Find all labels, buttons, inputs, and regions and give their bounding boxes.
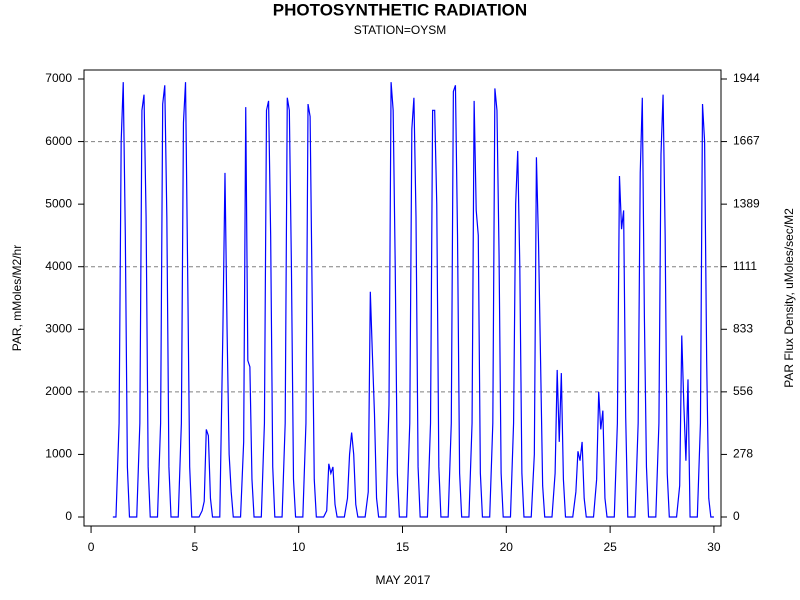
y-tick-label: 1000: [45, 447, 72, 461]
y2-tick-label: 1667: [733, 134, 760, 148]
y-tick-label: 5000: [45, 196, 72, 210]
y2-tick-label: 833: [733, 321, 753, 335]
y-tick-label: 2000: [45, 384, 72, 398]
x-tick-label: 25: [603, 540, 617, 554]
y-tick-label: 7000: [45, 71, 72, 85]
chart-title: PHOTOSYNTHETIC RADIATION: [273, 0, 527, 19]
y2-tick-label: 1111: [733, 259, 757, 273]
y2-tick-label: 278: [733, 447, 753, 461]
x-tick-label: 20: [500, 540, 514, 554]
x-tick-label: 30: [707, 540, 721, 554]
y2-tick-label: 556: [733, 384, 753, 398]
x-tick-label: 10: [292, 540, 306, 554]
y-tick-label: 6000: [45, 134, 72, 148]
y2-axis-label: PAR Flux Density, uMoles/sec/M2: [782, 208, 796, 388]
y-axis-label: PAR, mMoles/M2/hr: [10, 245, 24, 351]
y2-tick-label: 1944: [733, 71, 760, 85]
y-tick-label: 3000: [45, 321, 72, 335]
x-tick-label: 0: [88, 540, 95, 554]
data-line: [112, 82, 714, 518]
y2-tick-label: 0: [733, 509, 740, 523]
x-axis-label: MAY 2017: [376, 573, 431, 587]
chart-subtitle: STATION=OYSM: [354, 23, 447, 37]
y-tick-label: 0: [65, 509, 72, 523]
x-tick-label: 5: [192, 540, 199, 554]
y2-tick-label: 1389: [733, 196, 760, 210]
x-tick-label: 15: [396, 540, 410, 554]
y-tick-label: 4000: [45, 259, 72, 273]
plot-frame: [83, 69, 722, 527]
